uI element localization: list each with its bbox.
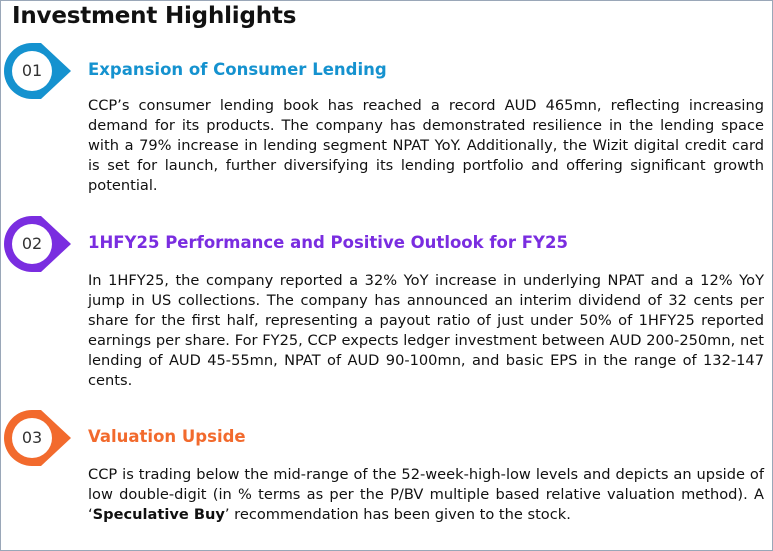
badge-number: 03	[21, 428, 43, 447]
body-text: CCP is trading below the mid-range of th…	[88, 466, 764, 523]
number-badge-3: 03	[3, 409, 71, 467]
badge-shape-icon	[4, 43, 71, 99]
page-title: Investment Highlights	[12, 3, 297, 29]
badge-number: 02	[21, 234, 43, 253]
section-heading: Valuation Upside	[88, 427, 246, 446]
body-text: ’ recommendation has been given to the s…	[224, 506, 571, 523]
number-badge-1: 01	[3, 42, 71, 100]
section-heading: Expansion of Consumer Lending	[88, 60, 387, 79]
section-body: CCP is trading below the mid-range of th…	[88, 465, 764, 525]
badge-shape-icon	[4, 216, 71, 272]
number-badge-2: 02	[3, 215, 71, 273]
section-body: CCP’s consumer lending book has reached …	[88, 97, 764, 194]
badge-shape-icon	[4, 410, 71, 466]
section-body: In 1HFY25, the company reported a 32% Yo…	[88, 272, 764, 389]
section-heading: 1HFY25 Performance and Positive Outlook …	[88, 233, 568, 252]
recommendation-text: Speculative Buy	[92, 506, 225, 523]
badge-number: 01	[21, 61, 43, 80]
